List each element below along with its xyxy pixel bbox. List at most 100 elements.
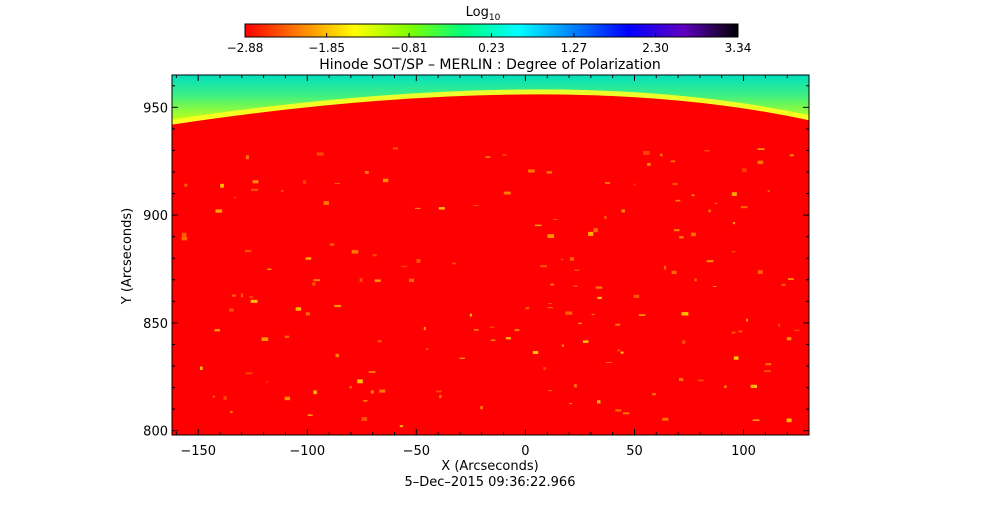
polarization-speck (229, 308, 234, 312)
y-axis-ticks: 800 850 900 950 (143, 85, 809, 440)
polarization-speck (724, 385, 727, 388)
polarization-speck (704, 150, 710, 152)
polarization-speck (379, 389, 386, 393)
y-tick-label: 850 (143, 317, 168, 332)
polarization-speck (245, 372, 253, 375)
polarization-speck (365, 171, 369, 174)
polarization-speck (267, 268, 272, 270)
polarization-speck (244, 249, 252, 253)
polarization-speck (633, 294, 640, 298)
polarization-speck (764, 370, 771, 373)
plot-frame (171, 74, 810, 436)
polarization-speck (788, 278, 794, 280)
polarization-speck (732, 222, 736, 225)
polarization-speck (357, 379, 363, 384)
polarization-speck (485, 156, 491, 158)
polarization-speck (662, 417, 669, 421)
polarization-speck (382, 178, 389, 183)
colorbar-tick-label: −2.88 (227, 41, 264, 55)
polarization-speck (284, 335, 290, 338)
polarization-speck (588, 231, 594, 236)
polarization-speck (489, 326, 495, 328)
polarization-speck (679, 377, 684, 382)
polarization-speck (565, 311, 573, 315)
polarization-speck (691, 232, 696, 237)
polarization-speck (738, 330, 743, 333)
polarization-speck (334, 304, 342, 308)
x-tick-label: −100 (289, 444, 325, 459)
polarization-speck (307, 414, 313, 416)
polarization-speck (245, 155, 249, 160)
polarization-speck (323, 201, 329, 205)
polarization-speck (215, 209, 223, 213)
polarization-speck (593, 228, 598, 233)
polarization-speck (714, 202, 718, 204)
polarization-speck (733, 356, 739, 360)
polarization-speck (670, 160, 676, 163)
polarization-speck (312, 282, 316, 286)
polarization-speck (200, 366, 203, 370)
polarization-speck (401, 265, 408, 268)
polarization-speck (295, 307, 302, 311)
polarization-speck (550, 283, 555, 286)
polarization-speck (731, 331, 736, 334)
polarization-speck (583, 340, 589, 343)
polarization-speck (547, 307, 553, 309)
polarization-speck (553, 218, 558, 220)
chart-title: Hinode SOT/SP – MERLIN : Degree of Polar… (319, 57, 661, 73)
polarization-speck (423, 326, 426, 331)
polarization-speck (638, 314, 646, 316)
polarization-speck (574, 384, 577, 388)
polarization-speck (675, 199, 681, 202)
polarization-speck (377, 340, 382, 343)
polarization-speck (546, 171, 553, 174)
polarization-speck (261, 337, 269, 341)
polarization-speck (436, 390, 442, 393)
polarization-speck (305, 312, 310, 316)
polarization-speck (231, 294, 236, 297)
polarization-speck (752, 419, 760, 421)
polarization-speck (439, 394, 442, 399)
polarization-speck (505, 337, 511, 340)
polarization-speck (305, 257, 312, 260)
polarization-speck (757, 270, 763, 274)
polarization-speck (561, 258, 564, 261)
polarization-speck (786, 337, 792, 341)
polarization-speck (742, 168, 747, 173)
polarization-speck (374, 279, 381, 282)
polarization-speck (240, 293, 244, 298)
polarization-speck (372, 254, 377, 257)
polarization-speck (597, 296, 602, 299)
polarization-speck (643, 150, 650, 155)
polarization-speck (409, 278, 414, 282)
x-tick-label: −150 (180, 444, 216, 459)
polarization-speck (604, 215, 607, 219)
polarization-speck (480, 406, 483, 410)
polarization-speck (691, 194, 695, 197)
solar-disk-region (172, 94, 809, 435)
colorbar-tick-label: 1.27 (561, 41, 588, 55)
polarization-speck (605, 362, 613, 363)
polarization-speck (757, 160, 764, 165)
polarization-speck (786, 418, 792, 423)
polarization-speck (712, 286, 717, 287)
polarization-speck (251, 188, 259, 191)
colorbar-tick-label: 3.34 (725, 41, 752, 55)
polarization-speck (361, 417, 368, 421)
polarization-speck (220, 183, 224, 188)
polarization-speck (313, 390, 317, 395)
polarization-speck (778, 323, 781, 327)
polarization-speck (184, 183, 188, 187)
polarization-speck (252, 180, 259, 184)
polarization-speck (622, 412, 630, 415)
x-tick-label: −50 (403, 444, 430, 459)
polarization-speck (765, 363, 772, 366)
polarization-speck (732, 251, 736, 253)
polarization-speck (620, 351, 624, 354)
polarization-speck (561, 344, 564, 347)
polarization-speck (750, 385, 755, 388)
polarization-speck (574, 269, 580, 271)
polarization-speck (615, 323, 621, 326)
polarization-speck (280, 189, 284, 192)
polarization-speck (706, 260, 714, 263)
